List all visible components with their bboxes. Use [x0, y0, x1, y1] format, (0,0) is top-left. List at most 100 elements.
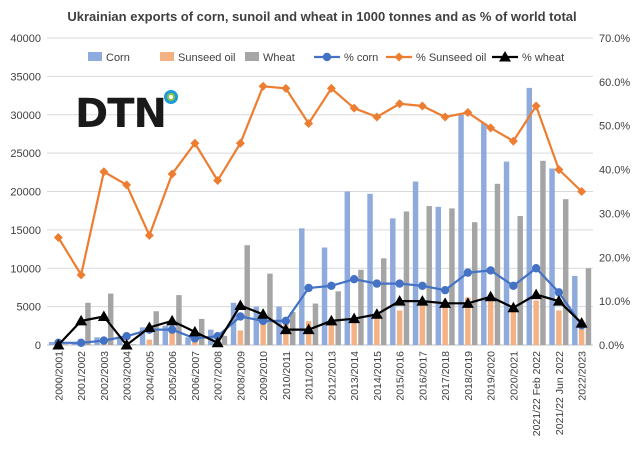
- point-pct-wheat: [439, 297, 452, 308]
- bar-wheat: [562, 199, 569, 345]
- bar-corn: [390, 218, 396, 345]
- chart-title: Ukrainian exports of corn, sunoil and wh…: [67, 9, 576, 24]
- point-pct-wheat: [75, 314, 88, 326]
- bar-wheat: [312, 303, 319, 345]
- point-pct-corn: [349, 275, 359, 284]
- y-left-tick-label: 30000: [10, 110, 41, 122]
- bar-sunseed-oil: [146, 339, 153, 345]
- bar-wheat: [358, 269, 364, 345]
- bar-sunseed-oil: [351, 318, 357, 345]
- bar-sunseed-oil: [533, 300, 539, 345]
- dtn-logo: DTN: [75, 90, 178, 137]
- point-pct-wheat: [393, 295, 406, 306]
- y-left-tick-label: 10000: [10, 263, 41, 275]
- y-left-tick-label: 20000: [10, 187, 41, 199]
- x-category-label: 2017/2018: [440, 351, 452, 401]
- point-pct-wheat: [257, 308, 270, 319]
- legend-swatch-sunseed-oil: [160, 52, 174, 61]
- x-category-label: 2021/22 Jun 2022: [554, 351, 566, 435]
- bar-wheat: [130, 344, 137, 345]
- x-category-label: 2008/2009: [235, 351, 247, 401]
- y-right-tick-label: 40.0%: [599, 165, 630, 177]
- bar-wheat: [471, 222, 478, 345]
- bar-wheat: [176, 295, 182, 345]
- bar-wheat: [449, 208, 455, 345]
- y-right-tick-label: 60.0%: [599, 77, 630, 89]
- bar-sunseed-oil: [169, 330, 175, 345]
- point-pct-corn: [554, 288, 564, 297]
- y-right-tick-label: 30.0%: [599, 208, 630, 220]
- bar-wheat: [426, 206, 432, 345]
- x-category-label: 2020/2021: [508, 351, 520, 401]
- y-right-tick-label: 50.0%: [599, 121, 630, 133]
- point-pct-sunseed-oil: [508, 136, 518, 146]
- point-pct-sunseed-oil: [304, 119, 314, 129]
- legend-marker-pct-sunseed-oil: [394, 52, 404, 62]
- x-category-label: 2015/2016: [395, 351, 407, 401]
- bar-corn: [526, 87, 533, 345]
- x-category-label: 2022/2023: [577, 351, 589, 401]
- point-pct-wheat: [143, 321, 156, 332]
- bar-corn: [230, 302, 237, 345]
- bar-corn: [162, 325, 169, 345]
- point-pct-corn: [418, 281, 427, 290]
- point-pct-corn: [372, 279, 382, 288]
- point-pct-wheat: [188, 325, 201, 337]
- point-pct-corn: [99, 336, 109, 345]
- point-pct-sunseed-oil: [235, 138, 245, 148]
- bar-wheat: [403, 211, 410, 345]
- x-category-label: 2018/2019: [463, 351, 475, 401]
- line-pct-corn: [58, 266, 583, 344]
- point-pct-wheat: [97, 310, 110, 321]
- x-category-label: 2009/2010: [258, 351, 270, 401]
- bar-wheat: [494, 183, 501, 345]
- x-category-label: 2005/2006: [167, 351, 179, 401]
- legend-label: Wheat: [263, 52, 295, 64]
- point-pct-sunseed-oil: [144, 230, 154, 240]
- legend-swatch-corn: [88, 52, 102, 61]
- bar-corn: [572, 275, 578, 345]
- bar-wheat: [62, 344, 68, 345]
- point-pct-corn: [327, 281, 336, 290]
- x-category-label: 2011/2012: [304, 351, 316, 400]
- line-pct-sunseed-oil: [57, 85, 583, 278]
- legend-marker-pct-wheat: [499, 51, 511, 62]
- point-pct-wheat: [348, 312, 361, 324]
- point-pct-corn: [486, 266, 495, 275]
- y-left-tick-label: 40000: [10, 33, 41, 45]
- legend-label: Sunseed oil: [178, 52, 236, 64]
- point-pct-corn: [531, 264, 541, 273]
- bar-corn: [367, 193, 373, 345]
- bar-wheat: [85, 302, 91, 345]
- point-pct-wheat: [575, 317, 588, 328]
- legend-swatch-wheat: [245, 52, 259, 61]
- bar-corn: [503, 161, 510, 345]
- point-pct-wheat: [370, 308, 383, 319]
- bar-sunseed-oil: [374, 314, 380, 345]
- bar-wheat: [221, 335, 228, 345]
- bar-wheat: [198, 318, 205, 345]
- point-pct-sunseed-oil: [167, 169, 177, 179]
- point-pct-sunseed-oil: [122, 180, 132, 190]
- point-pct-wheat: [120, 339, 133, 350]
- point-pct-sunseed-oil: [554, 165, 564, 175]
- bar-wheat: [585, 268, 592, 345]
- x-category-label: 2006/2007: [190, 351, 202, 401]
- bar-sunseed-oil: [556, 310, 562, 345]
- legend-label: % wheat: [522, 52, 564, 64]
- x-category-label: 2013/2014: [349, 351, 361, 401]
- point-pct-wheat: [302, 323, 315, 335]
- bar-wheat: [107, 293, 114, 345]
- point-pct-wheat: [211, 336, 224, 348]
- point-pct-sunseed-oil: [76, 270, 86, 280]
- point-pct-sunseed-oil: [531, 101, 541, 111]
- bar-corn: [321, 247, 328, 345]
- bar-wheat: [244, 245, 250, 345]
- point-pct-corn: [395, 279, 404, 288]
- bar-wheat: [335, 291, 341, 345]
- bar-corn: [458, 114, 464, 345]
- legend-label: Corn: [106, 52, 130, 64]
- y-right-tick-label: 10.0%: [599, 296, 630, 308]
- point-pct-wheat: [166, 314, 179, 326]
